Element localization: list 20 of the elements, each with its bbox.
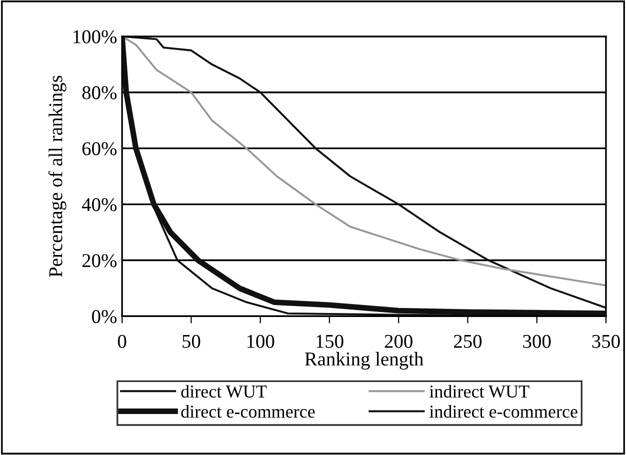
legend-label: indirect e-commerce [430,405,578,418]
legend-label: direct WUT [181,384,267,398]
y-axis-title: Percentage of all rankings [48,76,66,277]
x-tick-label: 300 [523,334,551,348]
legend-label: indirect WUT [430,384,530,398]
y-tick-label: 60% [82,142,117,156]
legend-label: direct e-commerce [181,405,315,418]
x-tick-label: 350 [592,334,620,348]
x-tick-label: 200 [384,334,412,348]
y-tick-label: 100% [74,30,117,44]
x-tick-label: 0 [118,334,126,348]
y-tick-label: 80% [82,86,117,100]
x-tick-label: 150 [316,334,344,348]
x-tick-label: 50 [182,334,200,348]
x-tick-label: 250 [454,334,482,348]
x-axis-title: Ranking length [304,352,424,370]
y-tick-label: 20% [82,254,117,268]
y-tick-label: 0% [92,310,117,324]
x-tick-label: 100 [247,334,274,348]
y-tick-label: 40% [82,198,117,212]
